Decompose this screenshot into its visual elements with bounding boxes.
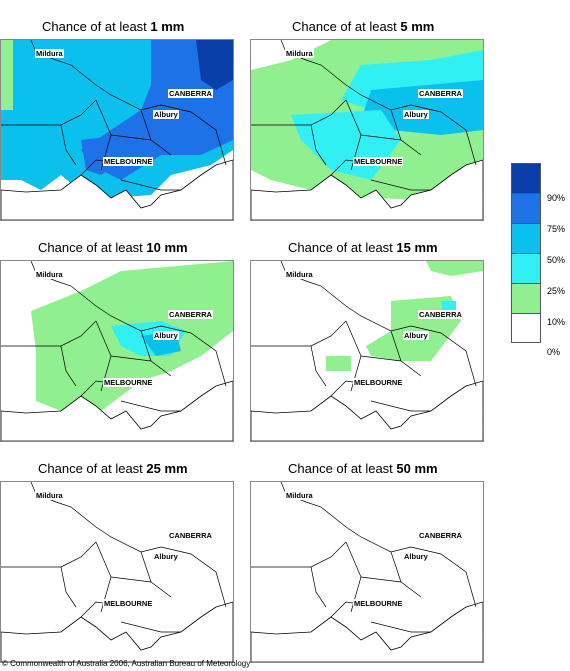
- city-label-melbourne: MELBOURNE: [103, 599, 154, 608]
- coastline: [1, 380, 233, 441]
- region-border: [60, 124, 77, 166]
- probability-area: [326, 356, 351, 371]
- map-panel-10mm: Mildura CANBERRA Albury MELBOURNE: [0, 260, 234, 442]
- legend-label-50: 50%: [547, 255, 566, 265]
- region-border: [110, 576, 172, 598]
- coastline: [1, 159, 233, 220]
- region-border: [310, 345, 327, 387]
- copyright-notice: © Commonwealth of Australia 2006, Austra…: [2, 659, 251, 668]
- panel-title-15mm: Chance of at least 15 mm: [288, 240, 438, 255]
- legend-label-90: 90%: [547, 193, 566, 203]
- region-border: [251, 320, 347, 347]
- map-panel-5mm: Mildura CANBERRA Albury MELBOURNE: [250, 39, 484, 221]
- region-border: [1, 320, 97, 347]
- city-label-albury: Albury: [403, 331, 429, 340]
- city-label-canberra: CANBERRA: [168, 89, 213, 98]
- city-label-albury: Albury: [153, 110, 179, 119]
- map-canvas: [251, 261, 483, 441]
- region-border: [310, 124, 327, 166]
- map-canvas: [251, 40, 483, 220]
- panel-title-10mm: Chance of at least 10 mm: [38, 240, 188, 255]
- legend-label-75: 75%: [547, 224, 566, 234]
- city-label-albury: Albury: [153, 552, 179, 561]
- region-border: [390, 109, 402, 141]
- probability-area: [196, 40, 233, 90]
- city-label-mildura: Mildura: [35, 491, 64, 500]
- region-border: [370, 179, 431, 191]
- map-canvas: [251, 482, 483, 662]
- city-label-canberra: CANBERRA: [418, 310, 463, 319]
- map-panel-1mm: Mildura CANBERRA Albury MELBOURNE: [0, 39, 234, 221]
- map-canvas: [1, 482, 233, 662]
- city-label-mildura: Mildura: [285, 491, 314, 500]
- city-label-albury: Albury: [403, 552, 429, 561]
- city-label-melbourne: MELBOURNE: [353, 378, 404, 387]
- coastline: [251, 380, 483, 441]
- city-label-mildura: Mildura: [285, 270, 314, 279]
- city-label-albury: Albury: [153, 331, 179, 340]
- city-label-melbourne: MELBOURNE: [353, 599, 404, 608]
- region-border: [140, 330, 152, 362]
- coastline: [251, 159, 483, 220]
- panel-title-1mm: Chance of at least 1 mm: [42, 19, 185, 34]
- probability-legend: [511, 163, 541, 343]
- coastline: [1, 601, 233, 662]
- panel-title-5mm: Chance of at least 5 mm: [292, 19, 435, 34]
- region-border: [120, 179, 181, 191]
- legend-swatch-90: [511, 163, 541, 193]
- map-canvas: [1, 40, 233, 220]
- city-label-canberra: CANBERRA: [168, 310, 213, 319]
- map-panel-15mm: Mildura CANBERRA Albury MELBOURNE: [250, 260, 484, 442]
- city-label-melbourne: MELBOURNE: [353, 157, 404, 166]
- region-border: [251, 541, 347, 568]
- probability-area: [81, 135, 131, 175]
- city-label-mildura: Mildura: [35, 49, 64, 58]
- legend-swatch-50: [511, 223, 541, 253]
- region-border: [1, 541, 97, 568]
- probability-area: [426, 261, 483, 276]
- region-border: [30, 482, 227, 608]
- region-border: [390, 330, 402, 362]
- legend-swatch-0: [511, 313, 541, 343]
- legend-label-25: 25%: [547, 286, 566, 296]
- region-border: [60, 345, 77, 387]
- city-label-mildura: Mildura: [35, 270, 64, 279]
- region-border: [140, 109, 152, 141]
- probability-area: [1, 40, 13, 110]
- region-border: [60, 566, 77, 608]
- city-label-canberra: CANBERRA: [168, 531, 213, 540]
- city-label-melbourne: MELBOURNE: [103, 157, 154, 166]
- region-border: [360, 576, 422, 598]
- legend-swatch-25: [511, 253, 541, 283]
- panel-title-25mm: Chance of at least 25 mm: [38, 461, 188, 476]
- city-label-mildura: Mildura: [285, 49, 314, 58]
- region-border: [120, 621, 181, 633]
- map-panel-50mm: Mildura CANBERRA Albury MELBOURNE: [250, 481, 484, 663]
- city-label-albury: Albury: [403, 110, 429, 119]
- region-border: [1, 99, 97, 126]
- map-canvas: [1, 261, 233, 441]
- region-border: [390, 551, 402, 583]
- legend-label-0: 0%: [547, 347, 561, 357]
- region-border: [310, 566, 327, 608]
- region-border: [140, 551, 152, 583]
- map-panel-25mm: Mildura CANBERRA Albury MELBOURNE: [0, 481, 234, 663]
- region-border: [280, 482, 477, 608]
- panel-title-50mm: Chance of at least 50 mm: [288, 461, 438, 476]
- city-label-melbourne: MELBOURNE: [103, 378, 154, 387]
- probability-area: [421, 95, 483, 120]
- city-label-canberra: CANBERRA: [418, 531, 463, 540]
- legend-swatch-10: [511, 283, 541, 313]
- city-label-canberra: CANBERRA: [418, 89, 463, 98]
- coastline: [251, 601, 483, 662]
- region-border: [370, 621, 431, 633]
- region-border: [370, 400, 431, 412]
- region-border: [120, 400, 181, 412]
- region-border: [251, 99, 347, 126]
- legend-swatch-75: [511, 193, 541, 223]
- legend-label-10: 10%: [547, 317, 566, 327]
